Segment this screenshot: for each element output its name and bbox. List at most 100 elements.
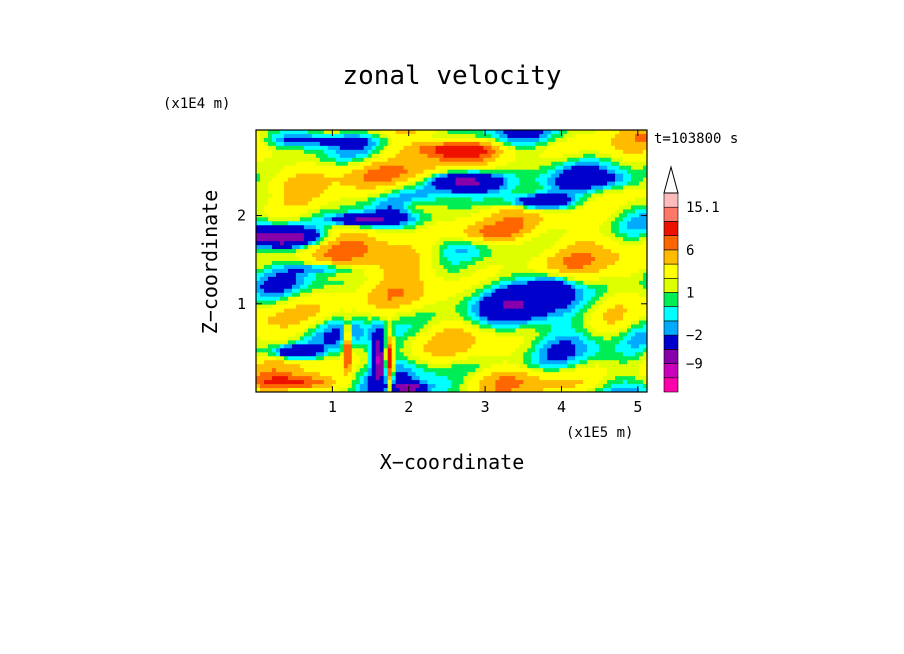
field-cell xyxy=(603,157,608,163)
field-cell xyxy=(571,276,576,282)
field-cell xyxy=(575,257,580,262)
field-cell xyxy=(431,205,437,210)
field-cell xyxy=(371,185,377,191)
field-cell xyxy=(391,137,397,143)
field-cell xyxy=(415,209,421,214)
field-cell xyxy=(379,276,385,282)
field-cell xyxy=(375,185,381,191)
field-cell xyxy=(599,284,604,290)
field-cell xyxy=(575,300,580,306)
field-cell xyxy=(595,245,600,250)
field-cell xyxy=(467,245,473,250)
field-cell xyxy=(547,165,552,171)
field-cell xyxy=(455,316,461,322)
field-cell xyxy=(279,130,285,135)
field-cell xyxy=(467,161,473,167)
field-cell xyxy=(407,165,413,171)
field-cell xyxy=(407,149,413,155)
field-cell xyxy=(331,312,337,318)
field-cell xyxy=(627,201,632,207)
field-cell xyxy=(527,221,532,226)
field-cell xyxy=(475,157,481,163)
field-cell xyxy=(383,276,389,282)
field-cell xyxy=(256,217,261,222)
field-cell xyxy=(355,241,361,246)
field-cell xyxy=(363,296,369,302)
field-cell xyxy=(351,272,357,278)
field-cell xyxy=(256,197,261,203)
field-cell xyxy=(563,324,568,330)
field-cell xyxy=(315,320,321,326)
field-cell xyxy=(395,221,401,226)
field-cell xyxy=(271,229,277,234)
field-cell xyxy=(551,264,556,270)
field-cell xyxy=(407,292,413,298)
field-cell xyxy=(256,141,261,147)
field-cell xyxy=(543,201,548,207)
field-cell xyxy=(615,213,620,218)
field-cell xyxy=(335,130,341,135)
field-cell xyxy=(359,304,365,310)
field-cell xyxy=(611,324,616,330)
field-cell xyxy=(607,316,612,322)
field-cell xyxy=(603,276,608,282)
field-cell xyxy=(256,173,261,179)
field-cell xyxy=(503,300,508,306)
field-cell xyxy=(471,328,477,334)
field-cell xyxy=(327,280,333,286)
field-cell xyxy=(267,300,273,306)
field-cell xyxy=(403,280,409,286)
field-cell xyxy=(583,320,588,326)
field-cell xyxy=(599,312,604,318)
field-cell xyxy=(603,316,608,322)
field-cell xyxy=(335,177,341,183)
field-cell xyxy=(303,264,309,270)
field-cell xyxy=(487,149,492,155)
field-cell xyxy=(471,213,477,218)
field-cell xyxy=(279,241,285,246)
field-cell xyxy=(599,253,604,258)
field-cell xyxy=(359,280,365,286)
field-cell xyxy=(579,312,584,318)
field-cell xyxy=(315,328,321,334)
field-cell xyxy=(615,245,620,250)
field-cell xyxy=(295,217,301,222)
field-cell xyxy=(559,320,564,326)
field-cell xyxy=(499,149,504,155)
field-cell xyxy=(531,261,536,266)
field-cell xyxy=(559,268,564,274)
field-cell xyxy=(299,185,305,191)
field-cell xyxy=(311,241,317,246)
field-cell xyxy=(571,288,576,294)
field-cell xyxy=(483,157,489,163)
field-cell xyxy=(311,268,317,274)
field-cell xyxy=(263,165,269,171)
field-cell xyxy=(455,237,461,242)
field-cell xyxy=(271,149,277,155)
field-cell xyxy=(359,276,365,282)
field-cell xyxy=(547,280,552,286)
field-cell xyxy=(263,205,269,210)
field-cell xyxy=(351,185,357,191)
field-cell xyxy=(607,284,612,290)
field-cell xyxy=(291,169,297,175)
field-cell xyxy=(519,209,524,214)
field-cell xyxy=(299,165,305,171)
field-cell xyxy=(259,189,265,195)
field-cell xyxy=(351,193,357,199)
field-cell xyxy=(283,280,289,286)
field-cell xyxy=(415,233,421,238)
field-cell xyxy=(615,161,620,167)
field-cell xyxy=(411,233,417,238)
field-cell xyxy=(263,213,269,218)
field-cell xyxy=(311,300,317,306)
field-cell xyxy=(519,241,524,246)
field-cell xyxy=(331,264,337,270)
field-cell xyxy=(383,133,389,139)
field-cell xyxy=(567,328,572,334)
field-cell xyxy=(331,268,337,274)
field-cell xyxy=(623,257,628,262)
field-cell xyxy=(455,157,461,163)
field-cell xyxy=(619,161,624,167)
field-cell xyxy=(371,189,377,195)
